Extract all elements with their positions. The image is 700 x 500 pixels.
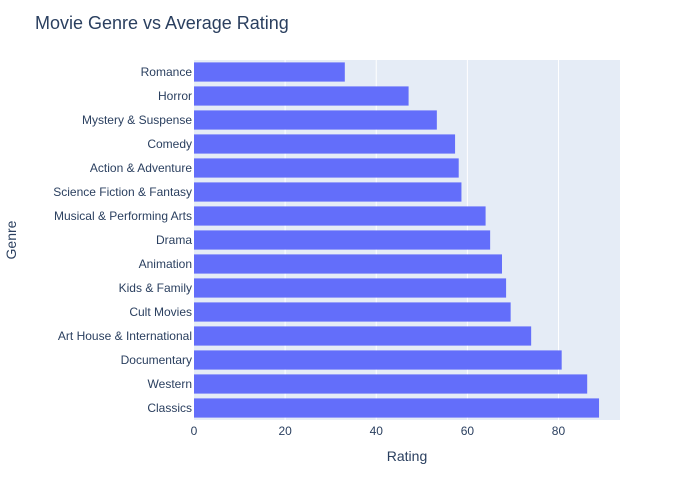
bar-cult-movies bbox=[194, 302, 511, 322]
x-tick-labels: 0 20 40 60 80 bbox=[191, 424, 566, 438]
y-tick-label: Action & Adventure bbox=[90, 161, 192, 175]
bar-horror bbox=[194, 86, 409, 106]
y-tick-label: Horror bbox=[158, 89, 192, 103]
bars bbox=[194, 62, 600, 418]
bar-documentary bbox=[194, 350, 562, 370]
y-tick-label: Classics bbox=[147, 401, 192, 415]
bar-action-adventure bbox=[194, 158, 459, 178]
bar-art-house-international bbox=[194, 326, 532, 346]
x-tick-label: 20 bbox=[278, 424, 292, 438]
bar-western bbox=[194, 374, 588, 394]
y-axis-title: Genre bbox=[3, 220, 19, 259]
y-tick-label: Western bbox=[148, 377, 192, 391]
x-axis-title: Rating bbox=[387, 448, 427, 464]
y-tick-label: Romance bbox=[141, 65, 193, 79]
bar-kids-family bbox=[194, 278, 507, 298]
x-tick-label: 40 bbox=[370, 424, 384, 438]
bar-comedy bbox=[194, 134, 456, 154]
bar-musical-performing-arts bbox=[194, 206, 486, 226]
bar-romance bbox=[194, 62, 345, 82]
x-tick-label: 0 bbox=[191, 424, 198, 438]
x-tick-label: 60 bbox=[461, 424, 475, 438]
y-tick-labels: Romance Horror Mystery & Suspense Comedy Act… bbox=[53, 65, 192, 415]
y-tick-label: Comedy bbox=[147, 137, 192, 151]
bar-drama bbox=[194, 230, 491, 250]
y-tick-label: Kids & Family bbox=[119, 281, 192, 295]
y-tick-label: Drama bbox=[156, 233, 192, 247]
x-tick-label: 80 bbox=[552, 424, 566, 438]
y-tick-label: Mystery & Suspense bbox=[82, 113, 192, 127]
y-tick-label: Science Fiction & Fantasy bbox=[53, 185, 192, 199]
bar-science-fiction-fantasy bbox=[194, 182, 462, 202]
y-tick-label: Musical & Performing Arts bbox=[54, 209, 192, 223]
bar-mystery-suspense bbox=[194, 110, 437, 130]
y-tick-label: Documentary bbox=[121, 353, 192, 367]
bar-animation bbox=[194, 254, 502, 274]
y-tick-label: Cult Movies bbox=[129, 305, 192, 319]
chart-title: Movie Genre vs Average Rating bbox=[35, 13, 289, 33]
bar-classics bbox=[194, 398, 600, 418]
y-tick-label: Animation bbox=[139, 257, 192, 271]
y-tick-label: Art House & International bbox=[58, 329, 192, 343]
